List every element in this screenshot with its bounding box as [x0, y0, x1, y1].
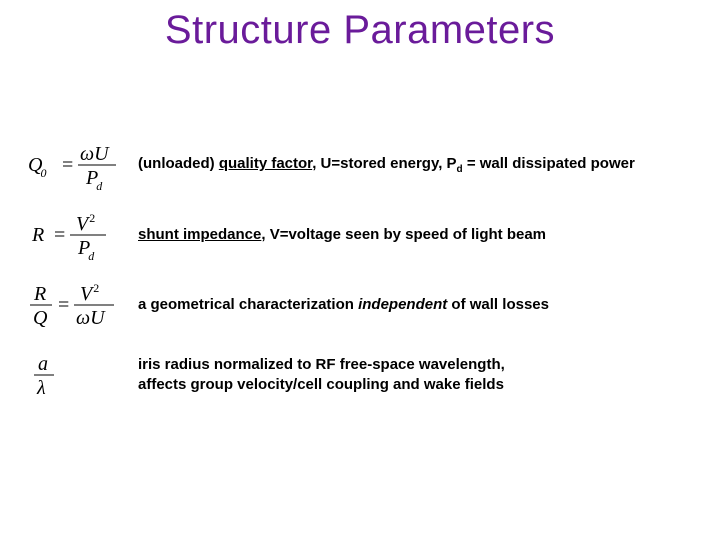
- svg-text:ωU: ωU: [80, 143, 110, 165]
- row-r-over-q: R Q = V2 ωU a geometrical characterizati…: [28, 270, 698, 340]
- parameter-rows: Q0 = ωU Pd (unloaded) quality factor, U=…: [28, 130, 698, 410]
- row-shunt-impedance: R = V2 Pd shunt impedance, V=voltage see…: [28, 200, 698, 270]
- svg-text:=: =: [54, 224, 65, 246]
- svg-text:V2: V2: [76, 211, 95, 235]
- svg-text:ωU: ωU: [76, 307, 106, 329]
- row-quality-factor: Q0 = ωU Pd (unloaded) quality factor, U=…: [28, 130, 698, 200]
- svg-text:=: =: [58, 294, 69, 316]
- svg-text:V2: V2: [80, 281, 99, 305]
- slide: Structure Parameters Q0 = ωU Pd (unloade…: [0, 0, 720, 540]
- desc-r-over-q: a geometrical characterization independe…: [138, 295, 698, 315]
- svg-text:Pd: Pd: [77, 237, 95, 260]
- svg-text:Q: Q: [33, 307, 48, 329]
- slide-title: Structure Parameters: [0, 8, 720, 53]
- svg-text:a: a: [38, 353, 48, 375]
- svg-text:R: R: [31, 224, 44, 246]
- svg-text:Q0: Q0: [28, 154, 46, 180]
- row-a-over-lambda: a λ iris radius normalized to RF free-sp…: [28, 340, 698, 410]
- desc-quality-factor: (unloaded) quality factor, U=stored ener…: [138, 154, 698, 177]
- svg-text:R: R: [33, 283, 46, 305]
- desc-shunt-impedance: shunt impedance, V=voltage seen by speed…: [138, 225, 698, 245]
- svg-text:λ: λ: [36, 377, 46, 399]
- svg-text:=: =: [62, 154, 73, 176]
- formula-a-over-lambda: a λ: [28, 350, 138, 400]
- svg-text:Pd: Pd: [85, 167, 103, 190]
- desc-a-over-lambda: iris radius normalized to RF free-space …: [138, 355, 698, 396]
- formula-r-over-q: R Q = V2 ωU: [28, 278, 138, 332]
- formula-q0: Q0 = ωU Pd: [28, 140, 138, 190]
- formula-r: R = V2 Pd: [28, 210, 138, 260]
